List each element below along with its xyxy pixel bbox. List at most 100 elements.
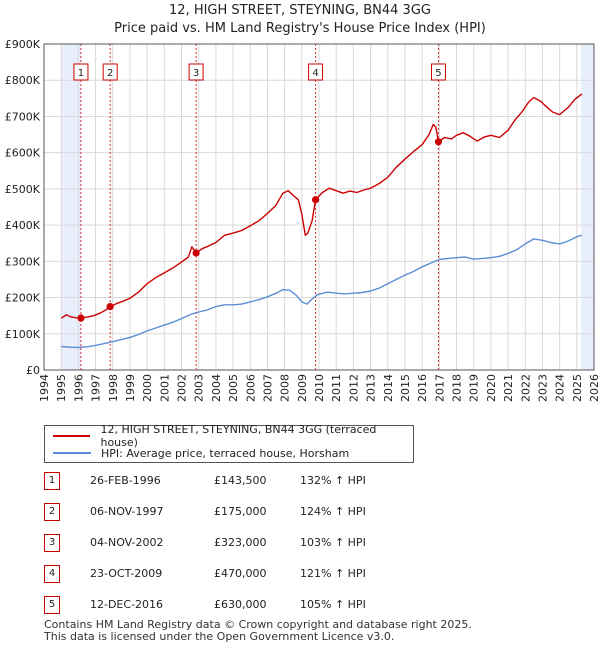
- sale-label-frame: [188, 63, 204, 81]
- y-tick-label: £400K: [5, 219, 41, 232]
- y-tick-label: £800K: [5, 74, 41, 87]
- x-tick-label: 2016: [416, 374, 429, 402]
- x-tick-label: 2004: [210, 374, 223, 402]
- sale-price: £143,500: [214, 474, 267, 487]
- x-tick-label: 2001: [158, 374, 171, 402]
- sale-label-number: 5: [435, 68, 441, 79]
- footer: Contains HM Land Registry data © Crown c…: [44, 619, 472, 643]
- x-tick-label: 1998: [107, 374, 120, 402]
- x-tick-label: 2014: [382, 374, 395, 402]
- y-tick-label: £100K: [5, 328, 41, 341]
- footer-copyright: Contains HM Land Registry data © Crown c…: [44, 618, 472, 631]
- chart-title-block: 12, HIGH STREET, STEYNING, BN44 3GG Pric…: [0, 2, 600, 38]
- x-tick-label: 2018: [451, 374, 464, 402]
- sale-price: £323,000: [214, 536, 267, 549]
- x-tick-label: 2007: [261, 374, 274, 402]
- price-chart: £0 £100K £200K £300K £400K £500K £600K £700K £80…: [5, 38, 600, 402]
- x-tick-label: 2023: [536, 374, 549, 402]
- x-tick-label: 2020: [485, 374, 498, 402]
- x-tick-label: 2022: [519, 374, 532, 402]
- sale-hpi: 121% ↑ HPI: [300, 567, 366, 580]
- x-tick-label: 1996: [72, 374, 85, 402]
- x-tick-label: 1995: [55, 374, 68, 402]
- x-tick-label: 2015: [399, 374, 412, 402]
- sale-date: 12-DEC-2016: [90, 598, 164, 611]
- sale-point: [311, 196, 320, 204]
- sale-label-box: 1: [73, 63, 89, 81]
- sale-label-frame: [102, 63, 118, 81]
- plot-frame: [43, 43, 595, 371]
- sale-label-number: 4: [312, 68, 318, 79]
- y-tick-label: £900K: [5, 38, 41, 51]
- x-tick-label: 2011: [330, 374, 343, 402]
- x-tick-label: 2003: [193, 374, 206, 402]
- sale-price: £630,000: [214, 598, 267, 611]
- property-price-line: [60, 93, 583, 319]
- y-tick-label: £500K: [5, 183, 41, 196]
- sale-label-number: 1: [78, 68, 84, 79]
- sale-hpi: 103% ↑ HPI: [300, 536, 366, 549]
- sale-point: [434, 138, 443, 146]
- sale-date: 06-NOV-1997: [90, 505, 164, 518]
- sale-marker-box: 2: [44, 503, 60, 521]
- sale-hpi: 132% ↑ HPI: [300, 474, 366, 487]
- x-tick-label: 2026: [588, 374, 600, 402]
- x-tick-label: 2000: [141, 374, 154, 402]
- legend-label-property: 12, HIGH STREET, STEYNING, BN44 3GG (ter…: [100, 423, 377, 449]
- y-tick-label: £300K: [5, 255, 41, 268]
- x-tick-label: 1994: [38, 374, 51, 402]
- y-tick-label: £0: [26, 364, 40, 377]
- legend: 12, HIGH STREET, STEYNING, BN44 3GG (ter…: [44, 423, 414, 463]
- x-tick-label: 2021: [502, 374, 515, 402]
- x-tick-label: 1999: [124, 374, 137, 402]
- sale-marker-box: 1: [44, 472, 60, 490]
- x-tick-label: 2012: [347, 374, 360, 402]
- x-tick-label: 2005: [227, 374, 240, 402]
- sale-label-number: 2: [107, 68, 113, 79]
- sale-date: 04-NOV-2002: [90, 536, 164, 549]
- x-tick-label: 2013: [365, 374, 378, 402]
- x-tick-label: 2006: [244, 374, 257, 402]
- sale-point: [106, 303, 114, 311]
- sale-marker-box: 3: [44, 534, 60, 552]
- chart-subtitle: Price paid vs. HM Land Registry's House …: [114, 21, 486, 36]
- x-tick-label: 2025: [571, 374, 584, 402]
- sale-label-box: 3: [188, 63, 204, 81]
- y-tick-label: £600K: [5, 147, 41, 160]
- x-tick-label: 2009: [296, 374, 309, 402]
- sale-hpi: 124% ↑ HPI: [300, 505, 366, 518]
- sale-price: £175,000: [214, 505, 267, 518]
- sale-hpi: 105% ↑ HPI: [300, 598, 366, 611]
- sale-label-frame: [73, 63, 89, 81]
- sale-point: [192, 249, 200, 257]
- chart-title: 12, HIGH STREET, STEYNING, BN44 3GG: [169, 3, 431, 18]
- sale-label-box: 4: [308, 63, 324, 81]
- hpi-line: [61, 234, 583, 349]
- x-tick-label: 2008: [279, 374, 292, 402]
- legend-line-hpi: [53, 452, 91, 454]
- x-tick-label: 2024: [554, 374, 567, 402]
- footer-licence: This data is licensed under the Open Gov…: [44, 630, 395, 643]
- shaded-region: [61, 44, 81, 370]
- sale-label-box: 2: [102, 63, 118, 81]
- sale-date: 26-FEB-1996: [90, 474, 161, 487]
- sale-marker-box: 5: [44, 596, 60, 614]
- y-tick-label: £200K: [5, 292, 41, 305]
- legend-label-hpi: HPI: Average price, terraced house, Hors…: [101, 446, 350, 460]
- legend-item-hpi: HPI: Average price, terraced house, Hors…: [53, 445, 349, 461]
- y-tick-label: £700K: [5, 110, 41, 123]
- x-tick-label: 2017: [433, 374, 446, 402]
- x-tick-label: 2010: [313, 374, 326, 402]
- sale-label-frame: [308, 63, 324, 81]
- sale-point: [77, 314, 85, 322]
- sale-label-frame: [430, 63, 446, 81]
- shaded-region: [581, 44, 594, 370]
- sale-label-number: 3: [193, 68, 199, 79]
- legend-item-property: 12, HIGH STREET, STEYNING, BN44 3GG (ter…: [53, 423, 413, 449]
- x-tick-label: 2002: [176, 374, 189, 402]
- sale-label-box: 5: [430, 63, 446, 81]
- sale-marker-box: 4: [44, 565, 60, 583]
- legend-line-property: [53, 435, 91, 437]
- sale-price: £470,000: [214, 567, 267, 580]
- x-tick-label: 1997: [90, 374, 103, 402]
